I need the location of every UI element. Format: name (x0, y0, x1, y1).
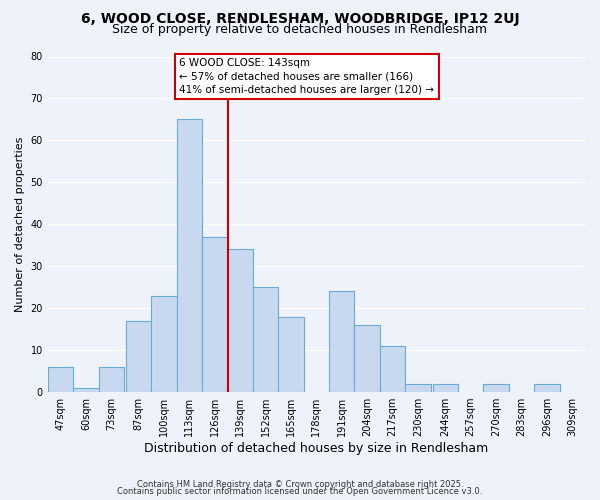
Bar (534, 384, 560, 392)
X-axis label: Distribution of detached houses by size in Rendlesham: Distribution of detached houses by size … (144, 442, 488, 455)
Text: 6 WOOD CLOSE: 143sqm
← 57% of detached houses are smaller (166)
41% of semi-deta: 6 WOOD CLOSE: 143sqm ← 57% of detached h… (179, 58, 434, 94)
Bar (433, 384, 458, 392)
Y-axis label: Number of detached properties: Number of detached properties (15, 136, 25, 312)
Bar (380, 346, 405, 392)
Bar (73, 388, 98, 392)
Bar (151, 296, 177, 392)
Bar (253, 287, 278, 392)
Bar (227, 250, 253, 392)
Bar (355, 325, 380, 392)
Text: 6, WOOD CLOSE, RENDLESHAM, WOODBRIDGE, IP12 2UJ: 6, WOOD CLOSE, RENDLESHAM, WOODBRIDGE, I… (80, 12, 520, 26)
Text: Size of property relative to detached houses in Rendlesham: Size of property relative to detached ho… (113, 22, 487, 36)
Bar (405, 384, 431, 392)
Bar (202, 237, 227, 392)
Bar (278, 316, 304, 392)
Bar (177, 120, 202, 392)
Text: Contains HM Land Registry data © Crown copyright and database right 2025.: Contains HM Land Registry data © Crown c… (137, 480, 463, 489)
Bar (98, 367, 124, 392)
Bar (48, 367, 73, 392)
Bar (329, 292, 355, 392)
Text: Contains public sector information licensed under the Open Government Licence v3: Contains public sector information licen… (118, 487, 482, 496)
Bar (126, 321, 151, 392)
Bar (484, 384, 509, 392)
